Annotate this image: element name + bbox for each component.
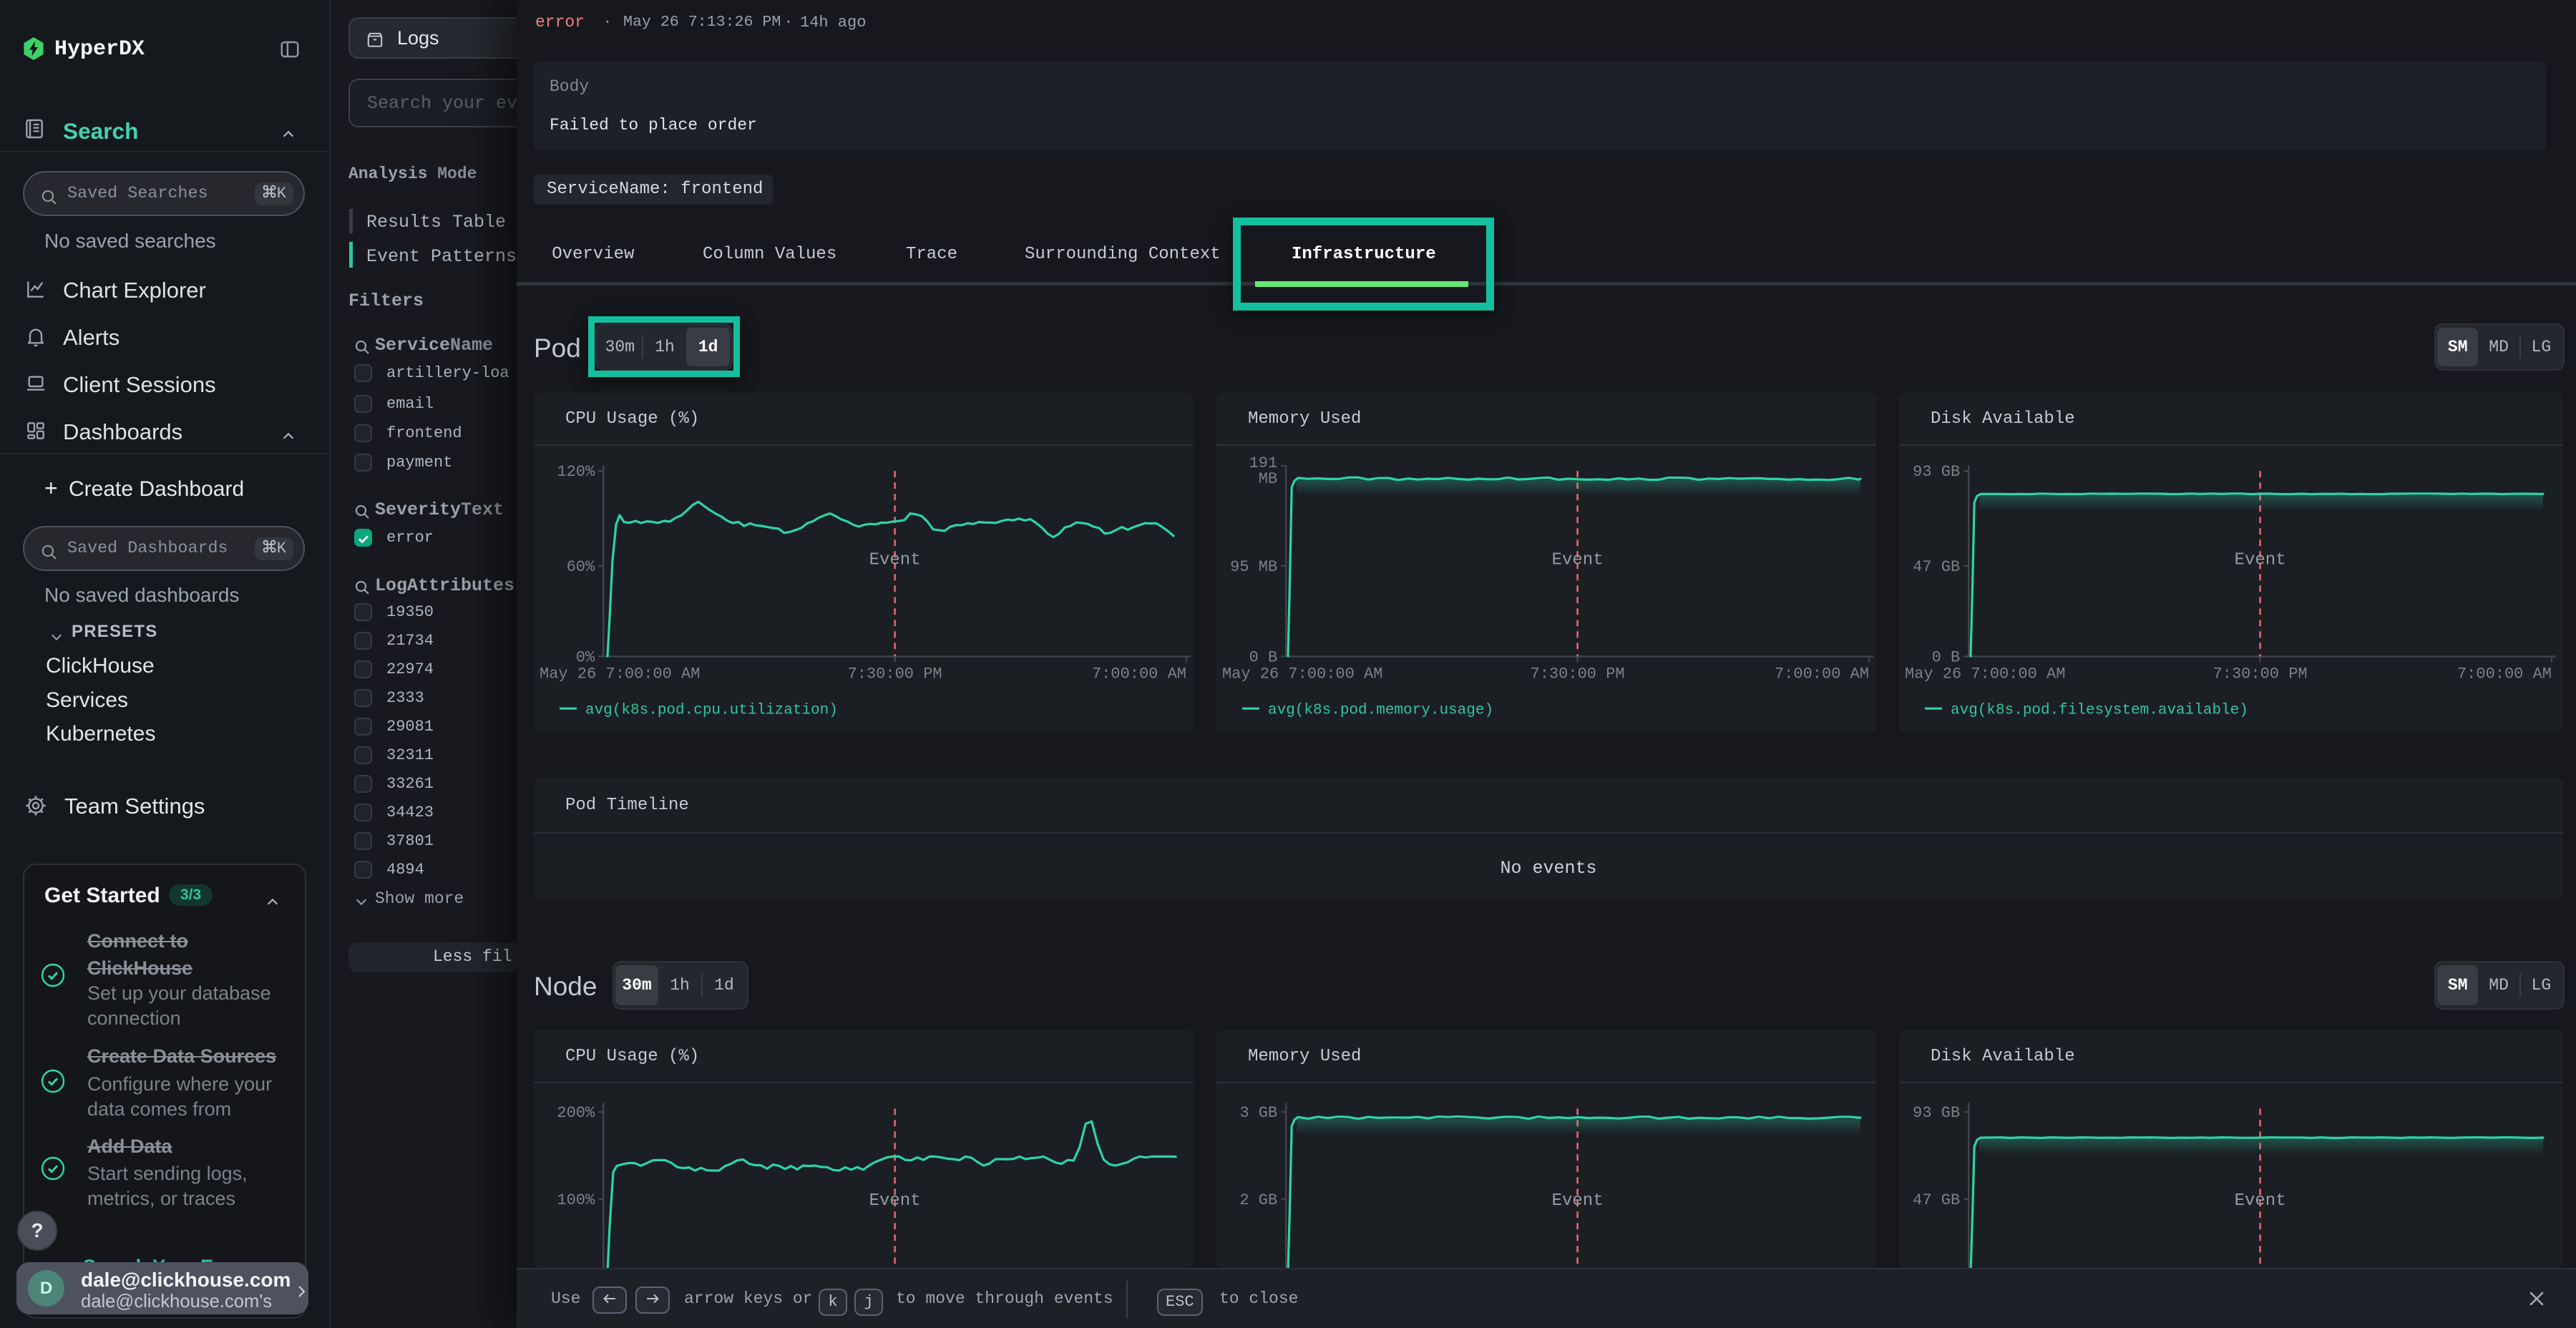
- svg-text:95 MB: 95 MB: [1230, 558, 1277, 576]
- svg-text:Event: Event: [869, 1191, 921, 1211]
- svg-text:120%: 120%: [557, 463, 595, 481]
- svg-text:avg(k8s.pod.memory.usage): avg(k8s.pod.memory.usage): [1268, 702, 1493, 718]
- svg-text:200%: 200%: [557, 1104, 595, 1122]
- svg-text:0%: 0%: [576, 648, 595, 666]
- svg-text:May 26 7:00:00 AM: May 26 7:00:00 AM: [540, 665, 700, 683]
- svg-text:May 26 7:00:00 AM: May 26 7:00:00 AM: [1222, 665, 1382, 683]
- svg-text:7:00:00 AM: 7:00:00 AM: [2457, 665, 2552, 683]
- svg-text:100%: 100%: [557, 1191, 595, 1209]
- svg-text:93 GB: 93 GB: [1913, 463, 1960, 481]
- svg-text:7:00:00 AM: 7:00:00 AM: [1092, 665, 1186, 683]
- svg-text:47 GB: 47 GB: [1913, 558, 1960, 576]
- svg-text:2 GB: 2 GB: [1239, 1191, 1277, 1209]
- svg-text:Event: Event: [869, 550, 921, 570]
- svg-text:7:30:00 PM: 7:30:00 PM: [1531, 665, 1625, 683]
- svg-text:Event: Event: [2235, 1191, 2286, 1211]
- svg-text:0 B: 0 B: [1932, 648, 1961, 666]
- svg-text:60%: 60%: [567, 558, 595, 576]
- svg-text:7:00:00 AM: 7:00:00 AM: [1775, 665, 1869, 683]
- svg-text:May 26 7:00:00 AM: May 26 7:00:00 AM: [1905, 665, 2065, 683]
- svg-text:Event: Event: [2235, 550, 2286, 570]
- svg-text:93 GB: 93 GB: [1913, 1104, 1960, 1122]
- svg-text:Event: Event: [1552, 1191, 1604, 1211]
- svg-text:avg(k8s.pod.filesystem.availab: avg(k8s.pod.filesystem.available): [1951, 702, 2248, 718]
- svg-text:0 B: 0 B: [1249, 648, 1278, 666]
- svg-text:47 GB: 47 GB: [1913, 1191, 1960, 1209]
- svg-text:7:30:00 PM: 7:30:00 PM: [848, 665, 942, 683]
- svg-text:avg(k8s.pod.cpu.utilization): avg(k8s.pod.cpu.utilization): [585, 702, 838, 718]
- svg-text:7:30:00 PM: 7:30:00 PM: [2213, 665, 2308, 683]
- svg-text:191: 191: [1249, 454, 1278, 472]
- svg-text:3 GB: 3 GB: [1239, 1104, 1277, 1122]
- svg-text:Event: Event: [1552, 550, 1604, 570]
- svg-text:MB: MB: [1259, 470, 1277, 488]
